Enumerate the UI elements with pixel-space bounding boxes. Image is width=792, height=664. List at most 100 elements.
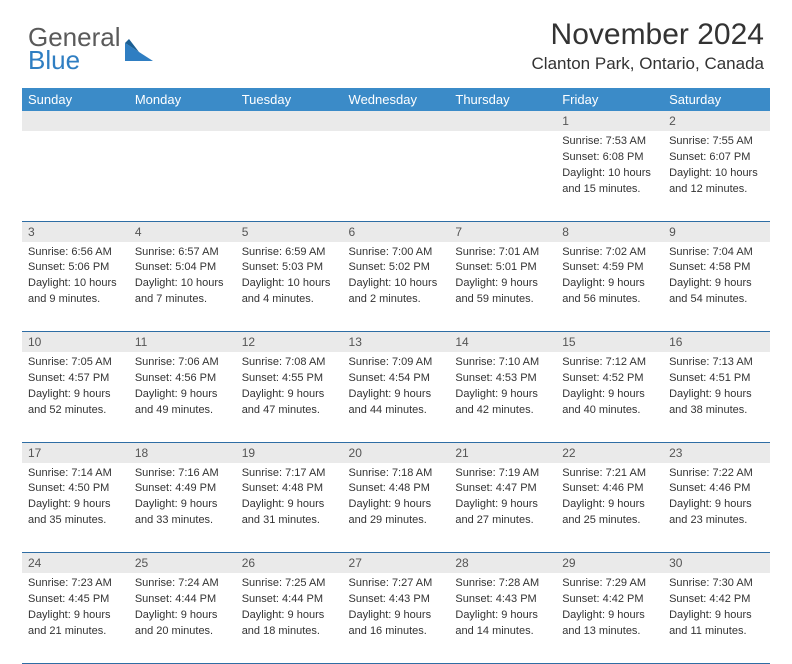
day2-text: and 35 minutes. — [28, 513, 123, 528]
sunset-text: Sunset: 5:06 PM — [28, 260, 123, 275]
sunrise-text: Sunrise: 7:16 AM — [135, 466, 230, 481]
sunset-text: Sunset: 4:42 PM — [669, 592, 764, 607]
day1-text: Daylight: 9 hours — [669, 276, 764, 291]
sunrise-text: Sunrise: 7:17 AM — [242, 466, 337, 481]
week-row: Sunrise: 7:23 AMSunset: 4:45 PMDaylight:… — [22, 573, 770, 663]
day-cell-content: Sunrise: 7:09 AMSunset: 4:54 PMDaylight:… — [343, 352, 450, 422]
day1-text: Daylight: 9 hours — [242, 387, 337, 402]
day-number: 7 — [449, 221, 556, 242]
sunset-text: Sunset: 4:46 PM — [562, 481, 657, 496]
day1-text: Daylight: 9 hours — [135, 497, 230, 512]
sunrise-text: Sunrise: 7:18 AM — [349, 466, 444, 481]
day-cell-content: Sunrise: 6:57 AMSunset: 5:04 PMDaylight:… — [129, 242, 236, 312]
sunrise-text: Sunrise: 7:02 AM — [562, 245, 657, 260]
day-number: 20 — [343, 442, 450, 463]
day2-text: and 56 minutes. — [562, 292, 657, 307]
day-cell-content: Sunrise: 7:06 AMSunset: 4:56 PMDaylight:… — [129, 352, 236, 422]
day-number: 4 — [129, 221, 236, 242]
day-cell: Sunrise: 7:19 AMSunset: 4:47 PMDaylight:… — [449, 463, 556, 553]
day-number: 28 — [449, 553, 556, 574]
day1-text: Daylight: 9 hours — [455, 497, 550, 512]
day2-text: and 25 minutes. — [562, 513, 657, 528]
sunset-text: Sunset: 4:57 PM — [28, 371, 123, 386]
day-cell: Sunrise: 7:17 AMSunset: 4:48 PMDaylight:… — [236, 463, 343, 553]
sunset-text: Sunset: 4:52 PM — [562, 371, 657, 386]
sunset-text: Sunset: 5:03 PM — [242, 260, 337, 275]
sunset-text: Sunset: 4:51 PM — [669, 371, 764, 386]
day-cell: Sunrise: 7:21 AMSunset: 4:46 PMDaylight:… — [556, 463, 663, 553]
day2-text: and 54 minutes. — [669, 292, 764, 307]
week-row: Sunrise: 7:14 AMSunset: 4:50 PM Daylight:… — [22, 463, 770, 553]
day-number: 2 — [663, 111, 770, 131]
week-row: Sunrise: 7:05 AMSunset: 4:57 PM Daylight:… — [22, 352, 770, 442]
day-cell: Sunrise: 7:28 AMSunset: 4:43 PMDaylight:… — [449, 573, 556, 663]
sunrise-text: Sunrise: 7:04 AM — [669, 245, 764, 260]
day-cell-content: Sunrise: 7:01 AMSunset: 5:01 PMDaylight:… — [449, 242, 556, 312]
day1-text: Daylight: 9 hours — [455, 276, 550, 291]
sunrise-text: Sunrise: 7:30 AM — [669, 576, 764, 591]
week-row: Sunrise: 6:56 AMSunset: 5:06 PMDaylight:… — [22, 242, 770, 332]
day-cell-content: Sunrise: 7:19 AMSunset: 4:47 PMDaylight:… — [449, 463, 556, 533]
day1-text: Daylight: 10 hours — [562, 166, 657, 181]
sunrise-text: Sunrise: 7:05 AM — [28, 355, 123, 370]
sunrise-text: Sunrise: 7:12 AM — [562, 355, 657, 370]
sunset-text: Sunset: 4:48 PM — [349, 481, 444, 496]
day1-text: Daylight: 10 hours — [135, 276, 230, 291]
day-number — [236, 111, 343, 131]
day-cell-content: Sunrise: 7:10 AMSunset: 4:53 PMDaylight:… — [449, 352, 556, 422]
day-cell-content: Sunrise: 7:18 AMSunset: 4:48 PMDaylight:… — [343, 463, 450, 533]
day-cell-content: Sunrise: 7:16 AMSunset: 4:49 PMDaylight:… — [129, 463, 236, 533]
day-cell-content: Sunrise: 6:56 AMSunset: 5:06 PMDaylight:… — [22, 242, 129, 312]
brand-triangle-icon — [125, 39, 153, 61]
weekday-header: Monday — [129, 88, 236, 111]
day1-text: Daylight: 9 hours — [562, 497, 657, 512]
day1-text: Daylight: 9 hours — [669, 387, 764, 402]
daynum-row: 10111213141516 — [22, 332, 770, 353]
day2-text: and 2 minutes. — [349, 292, 444, 307]
sunset-text: Sunset: 4:58 PM — [669, 260, 764, 275]
day-number: 8 — [556, 221, 663, 242]
day-cell: Sunrise: 7:02 AMSunset: 4:59 PMDaylight:… — [556, 242, 663, 332]
sunrise-text: Sunrise: 7:55 AM — [669, 134, 764, 149]
sunrise-text: Sunrise: 7:53 AM — [562, 134, 657, 149]
day-cell: Sunrise: 7:16 AMSunset: 4:49 PMDaylight:… — [129, 463, 236, 553]
day2-text: and 47 minutes. — [242, 403, 337, 418]
sunset-text: Sunset: 4:43 PM — [349, 592, 444, 607]
sunrise-text: Sunrise: 7:14 AM — [28, 466, 123, 481]
day-cell-content: Sunrise: 7:05 AMSunset: 4:57 PMDaylight:… — [22, 352, 129, 422]
sunrise-text: Sunrise: 6:59 AM — [242, 245, 337, 260]
sunset-text: Sunset: 4:59 PM — [562, 260, 657, 275]
day-cell — [129, 131, 236, 221]
day1-text: Daylight: 9 hours — [455, 387, 550, 402]
day2-text: and 11 minutes. — [669, 624, 764, 639]
day2-text: and 4 minutes. — [242, 292, 337, 307]
sunset-text: Sunset: 4:55 PM — [242, 371, 337, 386]
day-cell: Sunrise: 7:08 AMSunset: 4:55 PMDaylight:… — [236, 352, 343, 442]
day-cell-content: Sunrise: 7:02 AMSunset: 4:59 PMDaylight:… — [556, 242, 663, 312]
day1-text: Daylight: 9 hours — [242, 497, 337, 512]
sunset-text: Sunset: 5:02 PM — [349, 260, 444, 275]
sunrise-text: Sunrise: 7:24 AM — [135, 576, 230, 591]
sunrise-text: Sunrise: 7:09 AM — [349, 355, 444, 370]
day-cell: Sunrise: 7:06 AMSunset: 4:56 PMDaylight:… — [129, 352, 236, 442]
day-cell-content: Sunrise: 7:04 AMSunset: 4:58 PMDaylight:… — [663, 242, 770, 312]
sunset-text: Sunset: 4:47 PM — [455, 481, 550, 496]
day-number: 15 — [556, 332, 663, 353]
day2-text: and 16 minutes. — [349, 624, 444, 639]
day-number: 12 — [236, 332, 343, 353]
weekday-header-row: Sunday Monday Tuesday Wednesday Thursday… — [22, 88, 770, 111]
day-cell-content: Sunrise: 7:22 AMSunset: 4:46 PMDaylight:… — [663, 463, 770, 533]
sunset-text: Sunset: 5:04 PM — [135, 260, 230, 275]
day2-text: and 38 minutes. — [669, 403, 764, 418]
sunset-text: Sunset: 4:50 PM — [28, 481, 123, 496]
sunrise-text: Sunrise: 7:13 AM — [669, 355, 764, 370]
day-cell-content: Sunrise: 7:00 AMSunset: 5:02 PMDaylight:… — [343, 242, 450, 312]
day-cell: Sunrise: 7:27 AMSunset: 4:43 PMDaylight:… — [343, 573, 450, 663]
sunrise-text: Sunrise: 7:21 AM — [562, 466, 657, 481]
day1-text: Daylight: 9 hours — [455, 608, 550, 623]
day1-text: Daylight: 9 hours — [28, 608, 123, 623]
day-number: 30 — [663, 553, 770, 574]
day-number — [449, 111, 556, 131]
day2-text: and 13 minutes. — [562, 624, 657, 639]
day1-text: Daylight: 9 hours — [242, 608, 337, 623]
